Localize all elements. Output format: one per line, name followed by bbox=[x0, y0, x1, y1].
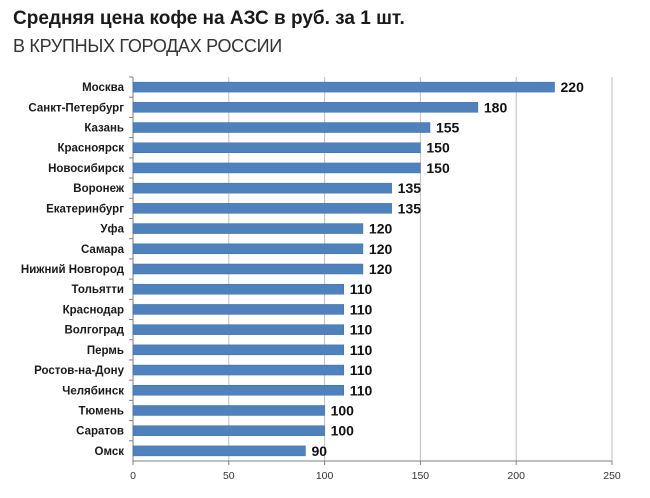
category-label: Краснодар bbox=[63, 304, 124, 316]
bar bbox=[132, 405, 325, 416]
value-label: 120 bbox=[369, 221, 393, 237]
bar bbox=[132, 364, 345, 376]
value-label: 110 bbox=[350, 301, 373, 317]
bar bbox=[132, 425, 325, 436]
value-label: 120 bbox=[369, 241, 393, 257]
bar bbox=[132, 122, 431, 133]
value-label: 180 bbox=[484, 99, 508, 115]
value-label: 100 bbox=[331, 402, 355, 418]
bar bbox=[132, 263, 364, 275]
chart-subtitle: В КРУПНЫХ ГОРОДАХ РОССИИ bbox=[13, 36, 282, 56]
x-tick-label: 100 bbox=[316, 470, 334, 482]
bar bbox=[132, 182, 392, 194]
category-label: Волгоград bbox=[64, 325, 124, 337]
bar bbox=[132, 203, 392, 214]
bar bbox=[132, 243, 364, 255]
bar bbox=[132, 324, 345, 335]
category-label: Уфа bbox=[100, 224, 124, 236]
value-label: 110 bbox=[350, 362, 373, 378]
x-tick-label: 200 bbox=[507, 470, 525, 482]
x-tick-label: 0 bbox=[130, 470, 136, 482]
value-label: 220 bbox=[561, 79, 585, 95]
value-label: 110 bbox=[350, 342, 373, 358]
value-label: 150 bbox=[426, 160, 450, 176]
category-label: Красноярск bbox=[57, 143, 124, 155]
x-tick-label: 150 bbox=[412, 470, 430, 482]
category-label: Тольятти bbox=[72, 284, 124, 296]
category-label: Тюмень bbox=[79, 405, 124, 417]
value-label: 150 bbox=[426, 140, 450, 156]
category-label: Пермь bbox=[87, 345, 124, 357]
bar bbox=[132, 162, 421, 174]
category-label: Саратов bbox=[76, 426, 124, 438]
value-label: 155 bbox=[436, 120, 460, 136]
bar bbox=[132, 445, 306, 457]
x-tick-label: 50 bbox=[223, 470, 235, 482]
category-label: Екатеринбург bbox=[46, 203, 124, 215]
value-label: 110 bbox=[350, 322, 373, 338]
value-label: 90 bbox=[311, 443, 327, 459]
bar bbox=[132, 81, 555, 93]
value-label: 135 bbox=[398, 180, 422, 196]
category-labels: Москва Санкт-Петербург Казань Красноярск Нов… bbox=[21, 82, 125, 458]
category-label: Москва bbox=[82, 82, 125, 94]
category-label: Новосибирск bbox=[48, 163, 124, 175]
bar bbox=[132, 142, 421, 153]
bar bbox=[132, 304, 345, 315]
bar bbox=[132, 283, 345, 295]
x-tick-label: 250 bbox=[603, 470, 621, 482]
x-axis-ticks: 0 50 100 150 200 250 bbox=[130, 461, 621, 482]
category-label: Омск bbox=[95, 446, 125, 458]
value-labels: 2201801551501501351351201201201101101101… bbox=[311, 79, 584, 459]
bars bbox=[132, 81, 555, 457]
bar bbox=[132, 102, 479, 113]
grid-lines bbox=[129, 76, 613, 462]
category-label: Самара bbox=[81, 244, 125, 256]
category-label: Ростов-на-Дону bbox=[34, 365, 125, 377]
bar bbox=[132, 344, 345, 356]
bar bbox=[132, 385, 345, 396]
category-label: Казань bbox=[84, 123, 124, 135]
value-label: 135 bbox=[398, 200, 422, 216]
value-label: 120 bbox=[369, 261, 393, 277]
category-label: Нижний Новгород bbox=[21, 264, 125, 276]
chart-title: Средняя цена кофе на АЗС в руб. за 1 шт. bbox=[13, 8, 405, 29]
bar bbox=[132, 223, 364, 234]
value-label: 110 bbox=[350, 281, 373, 297]
value-label: 110 bbox=[350, 382, 373, 398]
category-label: Челябинск bbox=[62, 385, 124, 397]
category-label: Воронеж bbox=[73, 183, 125, 195]
category-label: Санкт-Петербург bbox=[28, 102, 124, 114]
value-label: 100 bbox=[331, 423, 355, 439]
